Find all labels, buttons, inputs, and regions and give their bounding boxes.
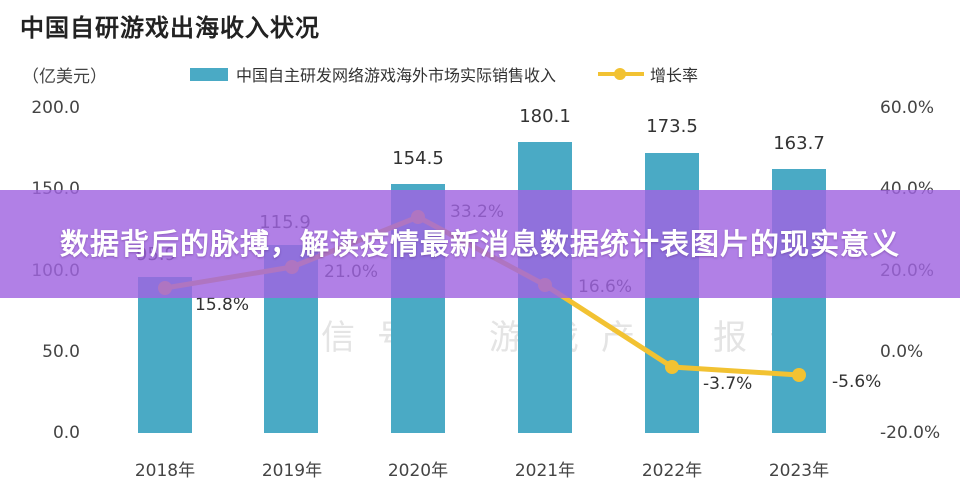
bar-2018 [138, 277, 192, 433]
line-legend-swatch-icon [598, 68, 645, 80]
growth-label: -3.7% [703, 374, 753, 394]
bar-value-label: 163.7 [773, 133, 825, 154]
bar-legend-swatch-icon [190, 67, 228, 81]
x-axis-label: 2018年 [134, 461, 196, 481]
legend-line-item: 增长率 [598, 62, 698, 86]
growth-label: -5.6% [832, 372, 882, 392]
right-axis-tick: -20.0% [880, 423, 941, 443]
x-axis-label: 2020年 [387, 461, 449, 481]
headline-text: 数据背后的脉搏，解读疫情最新消息数据统计表图片的现实意义 [59, 227, 900, 261]
legend: 中国自主研发网络游戏海外市场实际销售收入 增长率 [190, 62, 698, 86]
x-axis-label: 2022年 [641, 461, 703, 481]
unit-label: （亿美元） [22, 67, 107, 87]
right-axis-tick: 60.0% [880, 98, 935, 118]
left-axis-tick: 50.0 [42, 342, 80, 362]
chart-title: 中国自研游戏出海收入状况 [20, 14, 320, 42]
x-axis-label: 2021年 [514, 461, 576, 481]
right-axis-tick: 0.0% [880, 342, 924, 362]
growth-label: 15.8% [195, 295, 250, 315]
x-axis-label: 2019年 [261, 461, 323, 481]
left-axis-tick: 200.0 [31, 98, 80, 118]
bar-value-label: 154.5 [392, 148, 444, 169]
left-axis-tick: 0.0 [52, 423, 80, 443]
legend-line-label: 增长率 [650, 66, 699, 85]
x-axis-label: 2023年 [768, 461, 830, 481]
legend-bar-label: 中国自主研发网络游戏海外市场实际销售收入 [236, 66, 557, 85]
headline-banner: 数据背后的脉搏，解读疫情最新消息数据统计表图片的现实意义 [0, 190, 960, 298]
bar-value-label: 180.1 [519, 106, 571, 127]
bar-value-label: 173.5 [646, 116, 698, 137]
